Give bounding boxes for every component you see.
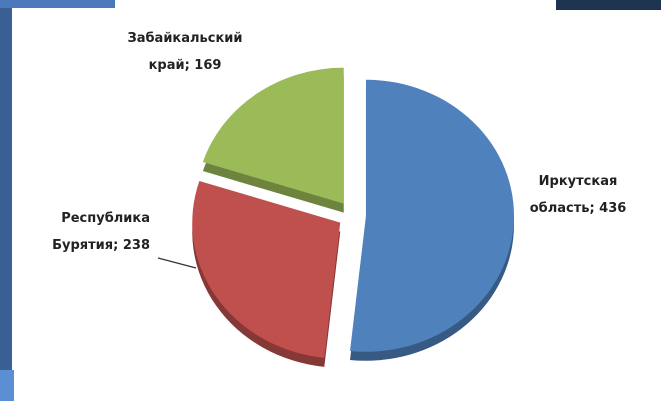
bottom-left-frame [0, 370, 14, 401]
slice [202, 67, 344, 204]
data-label-line: Иркутская [539, 174, 618, 189]
data-label-line: Бурятия; 238 [52, 238, 150, 253]
data-label: Республика Бурятия; 238 [52, 211, 150, 253]
left-frame [0, 0, 12, 401]
data-label-line: область; 436 [530, 201, 627, 216]
slice [350, 79, 514, 352]
data-label-line: Забайкальский [127, 31, 242, 46]
data-label-line: Республика [61, 211, 150, 226]
leader-line [157, 257, 197, 269]
data-label: Иркутская область; 436 [530, 174, 627, 216]
slice [192, 180, 341, 358]
data-label-line: край; 169 [149, 58, 222, 73]
top-frame [0, 0, 115, 8]
top-right-frame [556, 0, 661, 10]
data-label: Забайкальский край; 169 [127, 31, 242, 73]
